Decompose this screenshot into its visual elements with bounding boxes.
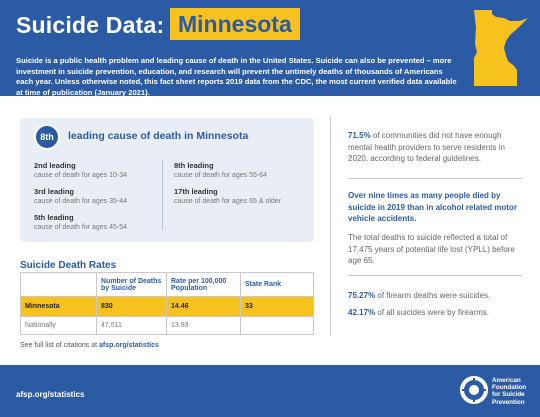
logo-line: for Suicide (492, 391, 525, 399)
rank-label: 8th leading (174, 161, 214, 170)
rank-desc: cause of death for ages 65 & older (174, 198, 282, 205)
state-name-badge: Minnesota (170, 8, 300, 40)
table-header (20, 272, 97, 297)
stat-highlight: 42.17% (348, 308, 376, 317)
table-cell: 33 (240, 296, 314, 317)
table-header-row: Number of Deaths by Suicide Rate per 100… (20, 272, 314, 297)
page-title: Suicide Data: (16, 12, 165, 38)
table-row: Nationally 47,511 13.93 (20, 316, 314, 335)
table-cell: Nationally (20, 316, 97, 335)
rates-title: Suicide Death Rates (20, 260, 117, 271)
footer-banner (0, 365, 540, 417)
stat-ypll: The total deaths to suicide reflected a … (348, 233, 515, 265)
table-cell (240, 316, 314, 335)
footer-link[interactable]: afsp.org/statistics (16, 390, 85, 399)
column-divider (162, 160, 163, 230)
minnesota-map-icon (474, 10, 528, 86)
logo-line: Foundation (492, 384, 527, 392)
rank-desc: cause of death for ages 10-34 (34, 172, 128, 179)
stat-text: of all suicides were by firearms. (375, 308, 489, 317)
rank-desc: cause of death for ages 35-44 (34, 198, 128, 205)
rank-label: 17th leading (174, 187, 218, 196)
rank-badge: 8th (34, 124, 60, 150)
intro-text: Suicide is a public health problem and l… (16, 56, 457, 97)
afsp-logo-text: American Foundation for Suicide Preventi… (492, 377, 526, 406)
table-cell: 830 (96, 296, 167, 317)
stat-text: of communities did not have enough menta… (348, 131, 505, 163)
stat-divider (348, 178, 522, 179)
leading-cause-panel (20, 118, 314, 242)
logo-line: Prevention (492, 398, 525, 406)
leading-cause-heading: leading cause of death in Minnesota (68, 130, 249, 142)
table-cell: 47,511 (96, 316, 167, 335)
rank-label: 5th leading (34, 213, 74, 222)
stat-text: of firearm deaths were suicides. (375, 291, 491, 300)
table-header: Rate per 100,000 Population (166, 272, 241, 297)
table-cell: 13.93 (166, 316, 241, 335)
rank-label: 2nd leading (34, 161, 76, 170)
table-row: Minnesota 830 14.46 33 (20, 296, 314, 317)
rank-desc: cause of death for ages 45-54 (34, 224, 128, 231)
citation-text: See full list of citations at (20, 342, 99, 349)
rates-table: Number of Deaths by Suicide Rate per 100… (20, 272, 314, 335)
afsp-logo-icon (460, 376, 488, 404)
stat-providers: 71.5% of communities did not have enough… (348, 130, 522, 165)
stat-highlight: 71.5% (348, 131, 371, 140)
table-cell: Minnesota (20, 296, 97, 317)
section-divider (330, 116, 331, 336)
citation-link[interactable]: afsp.org/statistics (98, 342, 159, 349)
table-header: Number of Deaths by Suicide (96, 272, 167, 297)
stat-alcohol-comparison: Over nine times as many people died by s… (348, 191, 517, 223)
stat-firearm-suicides: 42.17% of all suicides were by firearms. (348, 307, 522, 319)
table-cell: 14.46 (166, 296, 241, 317)
logo-line: American (492, 377, 521, 384)
table-header: State Rank (240, 272, 314, 297)
stat-divider (348, 275, 522, 276)
rank-label: 3rd leading (34, 187, 75, 196)
stat-firearm-deaths: 75.27% of firearm deaths were suicides. (348, 290, 522, 302)
rank-desc: cause of death for ages 55-64 (174, 172, 268, 179)
citation-note: See full list of citations at afsp.org/s… (20, 342, 159, 349)
stat-highlight: 75.27% (348, 291, 376, 300)
